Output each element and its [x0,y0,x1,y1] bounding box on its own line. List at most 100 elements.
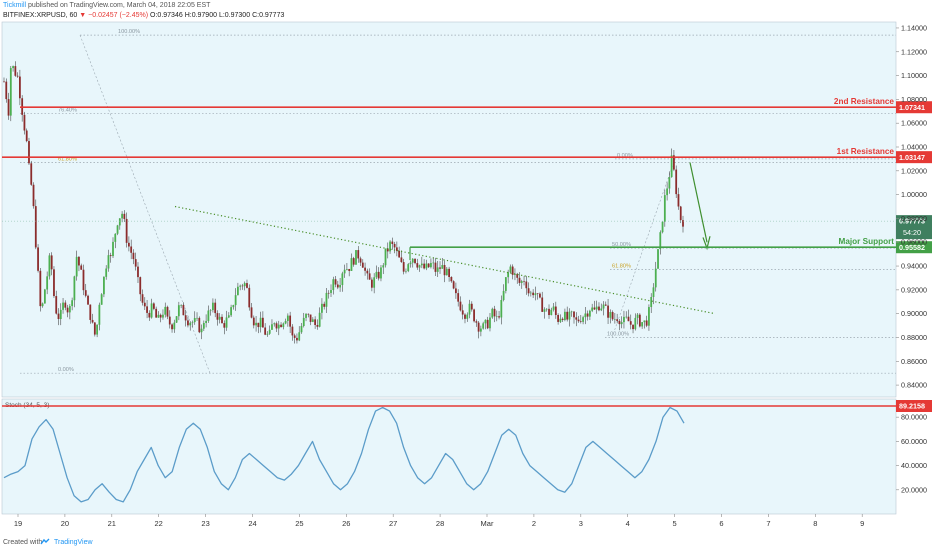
candle-body[interactable] [87,295,89,305]
candle-body[interactable] [62,302,64,310]
candle-body[interactable] [28,141,30,164]
candle-body[interactable] [212,302,214,311]
candle-body[interactable] [663,195,666,222]
candle-body[interactable] [391,241,394,244]
candle-body[interactable] [34,206,37,248]
candle-body[interactable] [125,218,128,243]
candle-body[interactable] [491,308,494,318]
candle-body[interactable] [216,313,219,320]
candle-body[interactable] [377,271,380,279]
candle-body[interactable] [645,320,648,326]
candle-body[interactable] [511,266,514,275]
candle-body[interactable] [627,316,630,322]
candle-body[interactable] [271,324,273,330]
candle-body[interactable] [598,306,600,311]
candle-body[interactable] [209,310,212,311]
candle-body[interactable] [414,258,416,264]
candle-body[interactable] [173,322,176,330]
candle-body[interactable] [418,265,421,268]
candle-body[interactable] [400,257,403,263]
candle-body[interactable] [436,267,439,272]
candle-body[interactable] [198,317,201,333]
candle-body[interactable] [25,130,28,142]
candle-body[interactable] [445,268,448,276]
candle-body[interactable] [71,300,74,307]
candle-body[interactable] [286,315,289,321]
candle-body[interactable] [632,324,634,330]
candle-body[interactable] [407,264,410,272]
candle-body[interactable] [420,263,423,266]
candle-body[interactable] [180,305,183,306]
candle-body[interactable] [225,317,228,328]
candle-body[interactable] [232,305,235,308]
candle-body[interactable] [600,308,603,311]
candle-body[interactable] [620,322,623,325]
candle-body[interactable] [536,293,539,294]
candle-body[interactable] [675,169,678,195]
candle-body[interactable] [214,302,217,314]
candle-body[interactable] [227,315,230,318]
candle-body[interactable] [661,221,664,233]
candle-body[interactable] [91,319,94,323]
candle-body[interactable] [311,319,314,322]
candle-body[interactable] [57,313,60,320]
candle-body[interactable] [284,320,287,324]
candle-body[interactable] [64,302,67,308]
candle-body[interactable] [386,248,389,252]
candle-body[interactable] [296,337,298,341]
candle-body[interactable] [475,321,478,323]
candle-body[interactable] [470,303,473,310]
candle-body[interactable] [314,319,317,325]
price-axis[interactable]: 1.14000 1.12000 1.10000 1.08000 1.06000 1.040… [896,23,927,494]
candle-body[interactable] [641,322,644,327]
candle-body[interactable] [539,293,541,298]
candle-body[interactable] [221,316,223,324]
candle-body[interactable] [373,277,376,288]
candle-body[interactable] [402,262,405,272]
candle-body[interactable] [107,255,110,269]
candle-body[interactable] [248,287,251,308]
candle-body[interactable] [5,81,8,100]
candle-body[interactable] [307,313,310,315]
candle-body[interactable] [146,306,148,313]
candle-body[interactable] [205,320,208,324]
candle-body[interactable] [670,155,673,178]
candle-body[interactable] [389,241,391,252]
candle-body[interactable] [280,324,282,328]
candle-body[interactable] [32,184,35,207]
candle-body[interactable] [157,314,160,318]
candle-body[interactable] [430,262,432,268]
candle-body[interactable] [14,66,17,76]
candle-body[interactable] [548,308,550,316]
candle-body[interactable] [425,263,428,269]
candle-body[interactable] [559,318,562,322]
candle-body[interactable] [3,81,5,83]
candle-body[interactable] [395,247,398,251]
candle-body[interactable] [68,306,71,313]
candle-body[interactable] [162,314,164,318]
candle-body[interactable] [9,68,12,116]
candle-body[interactable] [191,322,194,323]
candle-body[interactable] [82,269,85,291]
candle-body[interactable] [666,188,669,196]
candle-body[interactable] [518,277,521,283]
candle-body[interactable] [118,218,121,226]
candle-body[interactable] [461,310,464,315]
candle-body[interactable] [182,305,185,316]
candle-body[interactable] [18,76,21,99]
candle-body[interactable] [380,267,382,279]
candle-body[interactable] [529,292,532,294]
candle-body[interactable] [566,311,569,320]
candle-body[interactable] [516,273,519,278]
candle-body[interactable] [266,333,269,335]
publisher-name[interactable]: Tickmill [3,2,27,9]
candle-body[interactable] [586,313,589,317]
candle-body[interactable] [114,233,117,242]
candle-body[interactable] [652,287,655,297]
candle-body[interactable] [23,114,26,131]
candle-body[interactable] [84,290,87,296]
candle-body[interactable] [450,276,453,282]
candle-body[interactable] [116,225,119,234]
candle-body[interactable] [98,304,101,325]
